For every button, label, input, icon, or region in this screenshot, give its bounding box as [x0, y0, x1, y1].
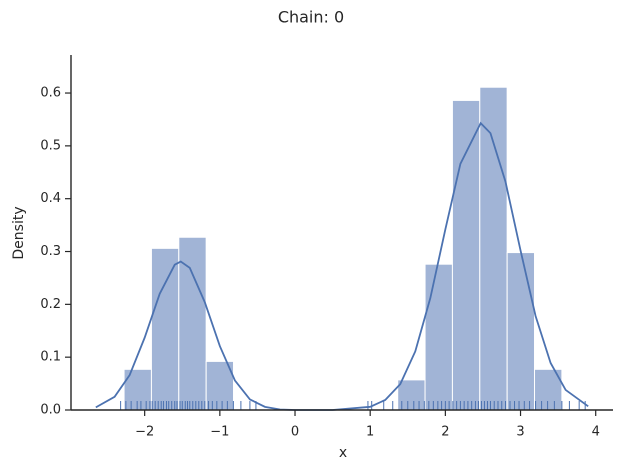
x-tick-label: 0 — [291, 425, 299, 440]
y-tick-label: 0.4 — [40, 191, 61, 206]
x-axis-label: x — [339, 445, 347, 461]
x-tick-label: −2 — [135, 425, 154, 440]
histogram-bar — [506, 252, 536, 411]
histogram-bar — [451, 99, 481, 411]
x-tick-label: 2 — [441, 425, 449, 440]
histogram-bar — [150, 247, 180, 411]
y-tick-label: 0.5 — [40, 138, 61, 153]
x-tick-label: 4 — [592, 425, 600, 440]
histogram-bar — [424, 263, 453, 411]
y-tick-label: 0.2 — [40, 297, 61, 312]
histogram-bar — [479, 86, 508, 411]
y-tick-label: 0.3 — [40, 244, 61, 259]
y-tick-label: 0.0 — [40, 403, 61, 418]
histogram-bar — [178, 236, 207, 411]
x-tick-label: 3 — [516, 425, 524, 440]
y-axis-label: Density — [11, 206, 27, 259]
x-tick-label: 1 — [366, 425, 374, 440]
histogram-bar — [205, 360, 235, 411]
chart-title: Chain: 0 — [278, 8, 344, 27]
y-tick-label: 0.6 — [40, 86, 61, 101]
y-tick-label: 0.1 — [40, 350, 61, 365]
histogram-bar — [123, 368, 152, 411]
x-tick-label: −1 — [210, 425, 229, 440]
